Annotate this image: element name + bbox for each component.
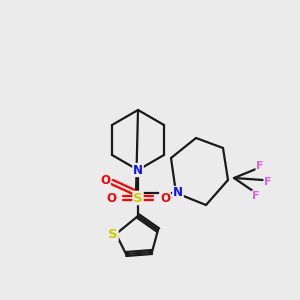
- Text: O: O: [100, 175, 110, 188]
- Text: O: O: [106, 191, 116, 205]
- Text: N: N: [133, 164, 143, 176]
- Text: F: F: [264, 177, 272, 187]
- Text: F: F: [252, 191, 260, 201]
- Text: S: S: [133, 191, 143, 205]
- Text: O: O: [160, 191, 170, 205]
- Text: F: F: [252, 191, 260, 201]
- Text: F: F: [256, 161, 264, 171]
- Text: N: N: [133, 164, 143, 176]
- Text: S: S: [108, 227, 118, 241]
- Text: O: O: [106, 191, 116, 205]
- Text: F: F: [256, 161, 264, 171]
- Text: N: N: [173, 187, 183, 200]
- Text: S: S: [108, 227, 118, 241]
- Text: O: O: [160, 191, 170, 205]
- Text: N: N: [173, 187, 183, 200]
- Text: O: O: [100, 175, 110, 188]
- Text: S: S: [133, 191, 143, 205]
- Text: F: F: [264, 177, 272, 187]
